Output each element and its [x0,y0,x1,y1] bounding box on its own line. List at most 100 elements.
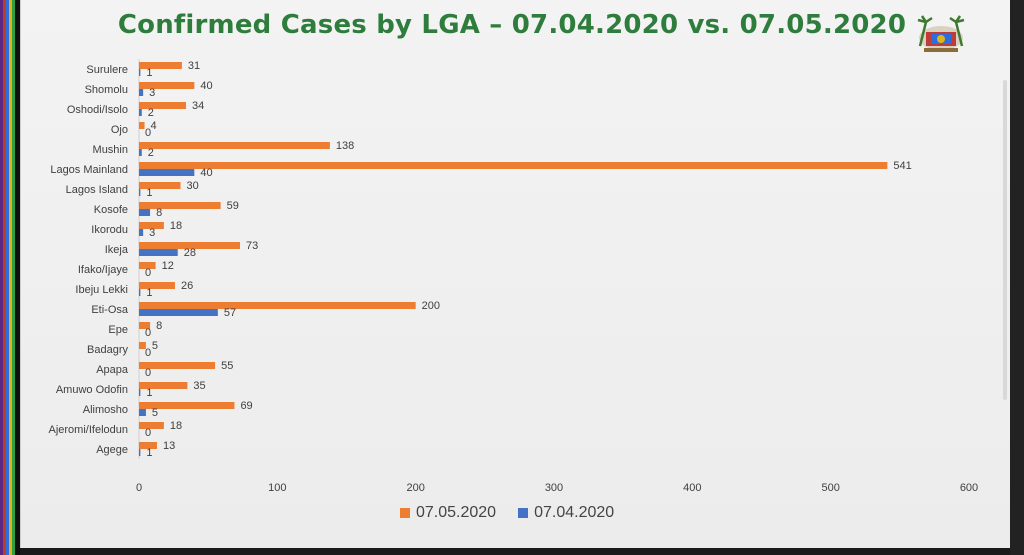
bar-07-04-2020 [139,189,141,196]
data-label-07-05-2020: 18 [170,220,182,232]
data-label-07-05-2020: 541 [893,160,911,172]
category-label: Eti-Osa [91,304,129,316]
decorative-stripes [0,0,20,555]
data-label-07-04-2020: 1 [146,447,152,459]
bar-07-05-2020 [139,342,146,349]
category-label: Badagry [87,344,128,356]
bar-07-04-2020 [139,249,178,256]
bar-07-05-2020 [139,302,416,309]
data-label-07-04-2020: 0 [145,327,151,339]
legend-swatch-new [400,508,410,518]
bar-07-05-2020 [139,122,145,129]
data-label-07-04-2020: 1 [146,67,152,79]
data-label-07-04-2020: 1 [146,387,152,399]
data-label-07-05-2020: 8 [156,320,162,332]
x-tick-label: 0 [136,482,142,494]
bar-07-05-2020 [139,142,330,149]
bar-07-05-2020 [139,362,216,369]
bar-07-04-2020 [139,209,151,216]
data-label-07-05-2020: 69 [240,400,252,412]
data-label-07-05-2020: 40 [200,80,212,92]
bar-07-04-2020 [139,289,141,296]
data-label-07-05-2020: 31 [188,60,200,72]
category-label: Lagos Mainland [50,164,128,176]
data-label-07-04-2020: 2 [148,107,154,119]
category-label: Ikorodu [91,224,128,236]
legend-item-old: 07.04.2020 [518,504,614,522]
data-label-07-04-2020: 0 [145,267,151,279]
category-label: Ojo [111,124,128,136]
scrollbar[interactable] [1003,80,1007,400]
data-label-07-05-2020: 73 [246,240,258,252]
bar-07-04-2020 [139,309,218,316]
bar-07-05-2020 [139,242,240,249]
data-label-07-04-2020: 28 [184,247,196,259]
data-label-07-04-2020: 0 [145,347,151,359]
x-tick-label: 100 [268,482,286,494]
category-label: Oshodi/Isolo [67,104,128,116]
category-label: Shomolu [85,84,128,96]
bar-07-05-2020 [139,182,181,189]
data-label-07-05-2020: 34 [192,100,204,112]
bar-07-05-2020 [139,442,157,449]
data-label-07-05-2020: 26 [181,280,193,292]
category-label: Agege [96,444,128,456]
data-label-07-05-2020: 18 [170,420,182,432]
data-label-07-05-2020: 5 [152,340,158,352]
bar-07-04-2020 [139,69,141,76]
data-label-07-04-2020: 3 [149,87,155,99]
data-label-07-05-2020: 35 [193,380,205,392]
bar-07-04-2020 [139,169,195,176]
category-label: Ajeromi/Ifelodun [49,424,129,436]
category-label: Alimosho [83,404,128,416]
bar-07-05-2020 [139,262,156,269]
bar-07-05-2020 [139,382,188,389]
category-label: Lagos Island [66,184,128,196]
data-label-07-05-2020: 4 [151,120,157,132]
bar-07-05-2020 [139,282,175,289]
bar-07-05-2020 [139,402,235,409]
lagos-state-logo [917,15,965,52]
chart-title: Confirmed Cases by LGA – 07.04.2020 vs. … [117,10,907,40]
data-label-07-04-2020: 40 [200,167,212,179]
bar-07-04-2020 [139,229,144,236]
data-label-07-05-2020: 200 [422,300,440,312]
category-label: Mushin [93,144,128,156]
data-label-07-04-2020: 0 [145,427,151,439]
bar-07-04-2020 [139,409,146,416]
bar-07-04-2020 [139,89,144,96]
bar-07-05-2020 [139,222,164,229]
category-label: Surulere [86,64,128,76]
category-label: Ikeja [105,244,129,256]
x-tick-label: 300 [545,482,563,494]
x-tick-label: 500 [821,482,839,494]
data-label-07-04-2020: 3 [149,227,155,239]
category-label: Kosofe [94,204,128,216]
bar-07-05-2020 [139,162,888,169]
data-label-07-05-2020: 30 [187,180,199,192]
category-label: Apapa [96,364,129,376]
data-label-07-04-2020: 5 [152,407,158,419]
bar-07-05-2020 [139,102,187,109]
category-label: Ibeju Lekki [75,284,128,296]
data-label-07-04-2020: 57 [224,307,236,319]
bar-07-05-2020 [139,82,195,89]
data-label-07-05-2020: 12 [162,260,174,272]
chart-legend: 07.05.2020 07.04.2020 [400,504,614,522]
data-label-07-05-2020: 13 [163,440,175,452]
legend-item-new: 07.05.2020 [400,504,496,522]
legend-label-new: 07.05.2020 [416,504,497,521]
data-label-07-04-2020: 1 [146,187,152,199]
category-label: Ifako/Ijaye [78,264,128,276]
bar-07-04-2020 [139,109,142,116]
data-label-07-05-2020: 59 [227,200,239,212]
bar-07-04-2020 [139,449,141,456]
data-label-07-04-2020: 1 [146,287,152,299]
data-label-07-04-2020: 0 [145,127,151,139]
x-tick-label: 400 [683,482,701,494]
legend-label-old: 07.04.2020 [534,504,615,521]
window-edge [1010,0,1024,555]
x-tick-label: 600 [960,482,978,494]
data-label-07-05-2020: 55 [221,360,233,372]
data-label-07-04-2020: 8 [156,207,162,219]
